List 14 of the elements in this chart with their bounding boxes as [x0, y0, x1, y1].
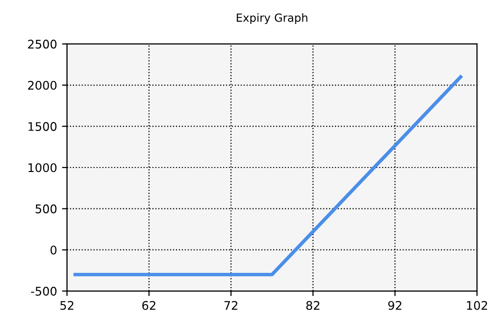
y-tick-label: 0 — [50, 246, 56, 255]
y-tick-label: 2000 — [28, 80, 56, 90]
x-tick-label: 72 — [224, 300, 238, 310]
y-tick-label: 2500 — [28, 40, 56, 49]
y-tick-label: 500 — [36, 204, 56, 214]
x-tick-label: 102 — [467, 300, 488, 310]
y-tick-label: -500 — [31, 286, 56, 296]
x-tick-label: 52 — [60, 300, 74, 310]
chart-title: Expiry Graph — [236, 13, 308, 24]
x-tick-label: 62 — [142, 300, 156, 310]
y-tick-label: 1500 — [28, 122, 56, 131]
y-tick-label: 1000 — [28, 163, 56, 172]
x-tick-label: 92 — [388, 300, 402, 310]
x-tick-label: 82 — [306, 300, 320, 310]
